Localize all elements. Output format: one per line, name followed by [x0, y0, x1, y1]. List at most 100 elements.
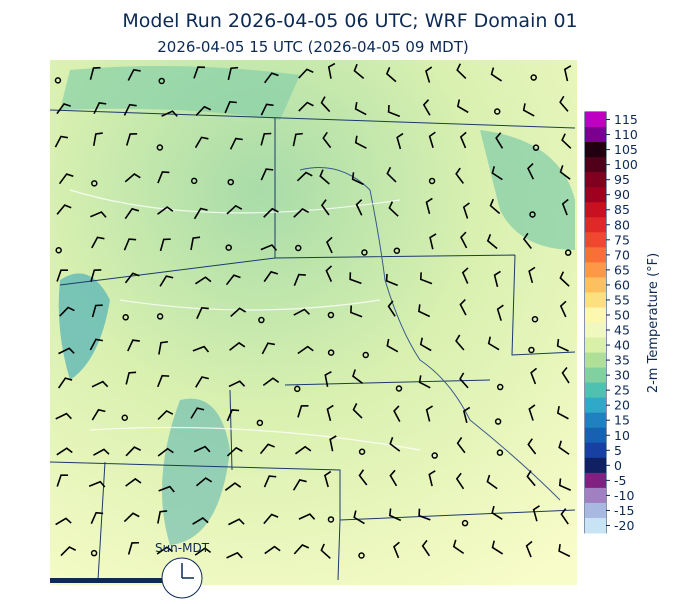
wind-barb — [298, 101, 314, 112]
isobar — [69, 189, 421, 451]
wind-barb — [349, 272, 362, 285]
wind-barb — [487, 336, 500, 351]
wind-barb — [530, 367, 538, 385]
wind-barb — [352, 369, 364, 384]
wind-barb — [193, 445, 211, 453]
calm-marker — [529, 211, 536, 218]
wind-barb — [527, 162, 535, 180]
wind-barb — [528, 266, 536, 284]
border — [49, 109, 576, 129]
colorbar-segment — [585, 412, 606, 429]
wind-barb — [358, 469, 368, 486]
calm-marker — [91, 180, 98, 187]
colorbar-segment — [585, 232, 606, 248]
wind-barb — [262, 377, 280, 387]
wind-barb — [528, 404, 536, 421]
wind-barb — [561, 133, 572, 149]
colorbar-tick-label: -5 — [614, 473, 626, 488]
wind-barb — [298, 513, 316, 520]
wind-barb — [125, 133, 138, 146]
wind-barb — [455, 167, 465, 184]
wind-barb — [421, 539, 431, 557]
colorbar-segment — [585, 247, 606, 263]
colorbar-tick-label: 35 — [614, 353, 630, 368]
colorbar-segment — [585, 397, 606, 414]
colorbar-segment — [585, 367, 606, 384]
wind-barb — [193, 66, 206, 79]
wind-barb — [91, 380, 109, 388]
wind-barb — [456, 63, 467, 79]
wind-barb — [193, 207, 208, 220]
time-bar — [50, 578, 190, 583]
wind-barb — [293, 273, 306, 286]
colorbar-segment — [585, 337, 606, 354]
wind-barb — [386, 338, 399, 353]
wind-barb — [123, 103, 137, 116]
wind-barb — [561, 198, 569, 216]
wind-barb — [455, 334, 465, 351]
wind-barb — [522, 232, 532, 250]
wind-barb — [260, 168, 274, 181]
wind-barb — [90, 269, 102, 282]
calm-marker — [121, 414, 129, 421]
wind-barb — [192, 345, 210, 353]
colorbar-tick-label: 45 — [614, 323, 630, 338]
wind-barb — [354, 135, 367, 149]
colorbar-tick-label: 90 — [614, 187, 630, 202]
calm-marker — [496, 449, 504, 456]
colorbar-segment — [585, 142, 606, 158]
wind-barb — [90, 211, 107, 218]
wind-barb — [263, 72, 279, 84]
wind-barb — [556, 406, 569, 420]
calm-marker — [496, 383, 504, 391]
wind-barb — [297, 404, 309, 418]
wind-barb — [486, 474, 498, 490]
wind-barb — [558, 478, 572, 492]
wind-barb — [560, 508, 569, 525]
wind-barb — [425, 197, 433, 215]
map — [49, 60, 577, 585]
colorbar-segment — [585, 172, 606, 188]
calm-marker — [256, 419, 264, 427]
wind-barb — [91, 408, 106, 421]
wind-barb — [229, 341, 246, 351]
colorbar-tick-label: -20 — [614, 518, 634, 533]
wind-barb — [298, 68, 314, 79]
wind-barb — [56, 204, 72, 215]
title: Model Run 2026-04-05 06 UTC; WRF Domain … — [122, 10, 577, 32]
wind-barb — [293, 308, 310, 316]
calm-marker — [225, 244, 232, 251]
colorbar-tick-label: 20 — [614, 398, 630, 413]
wind-barb — [323, 470, 332, 488]
wind-barb — [387, 300, 396, 317]
wind-barb — [527, 438, 537, 455]
wind-barb — [456, 436, 466, 454]
wind-barb — [88, 480, 106, 488]
calm-marker — [227, 178, 235, 186]
wind-barb — [194, 136, 209, 149]
calm-marker — [293, 385, 301, 393]
wind-barb — [419, 337, 432, 352]
wind-barb — [123, 238, 137, 251]
wind-barb — [260, 103, 274, 116]
wind-barb — [190, 236, 201, 251]
wind-barb — [60, 546, 77, 557]
wind-barb — [352, 403, 363, 419]
colorbar-tick-label: 70 — [614, 247, 630, 262]
wind-barb — [226, 446, 243, 457]
colorbar-segment — [585, 442, 606, 459]
wind-barb — [56, 447, 73, 456]
wind-barb — [355, 199, 363, 216]
wind-barb — [156, 546, 174, 555]
wind-barb — [263, 207, 279, 218]
wind-barb — [385, 273, 398, 287]
colorbar-tick-label: 65 — [614, 262, 630, 277]
wind-barb — [56, 103, 71, 115]
wind-barb — [297, 345, 314, 355]
calm-marker — [431, 452, 438, 459]
cool-region — [480, 130, 575, 250]
wind-barb — [263, 475, 277, 488]
wind-barb — [124, 173, 141, 183]
wind-barb — [393, 405, 401, 422]
